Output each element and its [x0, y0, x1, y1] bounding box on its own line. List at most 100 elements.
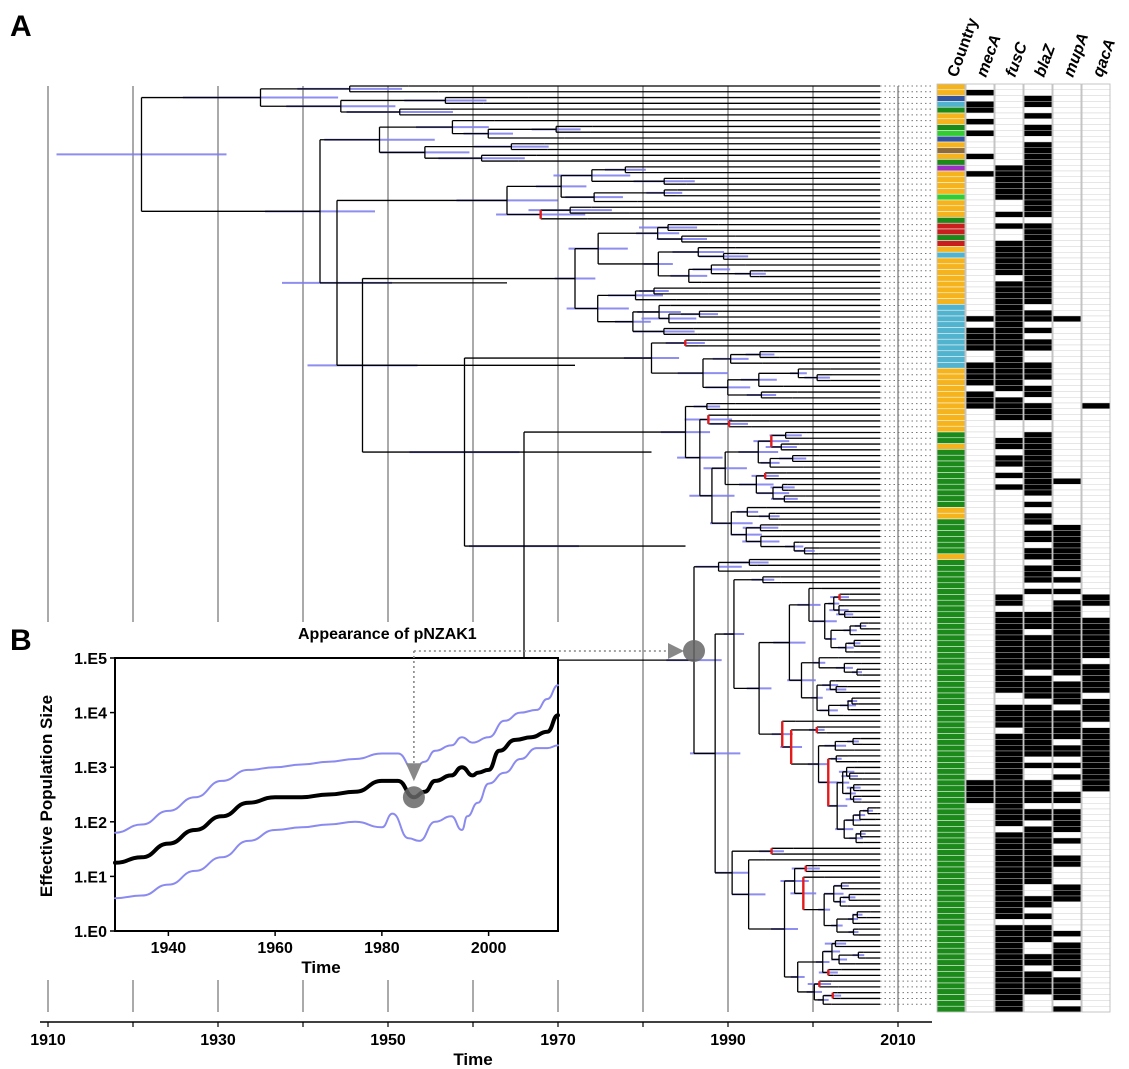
heatmap-cell-qacA	[1081, 141, 1111, 149]
heatmap-cell-mecA	[965, 449, 995, 456]
heatmap-cell-mecA	[965, 861, 995, 868]
heatmap-cell-qacA	[1081, 594, 1111, 601]
heatmap-cell-mecA	[965, 849, 995, 856]
heatmap-cell-fusC	[994, 95, 1024, 102]
heatmap-cell-qacA	[1081, 913, 1111, 920]
heatmap-cell-qacA	[1081, 431, 1111, 439]
heatmap-cell-blaZ	[1023, 756, 1053, 763]
heatmap-cell-country	[936, 489, 966, 497]
heatmap-cell-country	[936, 367, 966, 375]
heatmap-cell-mecA	[965, 193, 995, 201]
heatmap-cell-mecA	[965, 716, 995, 723]
heatmap-cell-qacA	[1081, 379, 1111, 386]
heatmap-cell-fusC	[994, 460, 1024, 468]
heatmap-cell-fusC	[994, 739, 1024, 746]
heatmap-cell-mecA	[965, 866, 995, 874]
heatmap-cell-fusC	[994, 426, 1024, 433]
tree-tick-label: 1970	[540, 1032, 576, 1049]
heatmap-cell-mecA	[965, 217, 995, 224]
heatmap-cell-mupA	[1052, 930, 1082, 937]
heatmap-cell-fusC	[994, 373, 1024, 381]
heatmap-cell-blaZ	[1023, 402, 1053, 410]
heatmap-cell-blaZ	[1023, 814, 1053, 821]
heatmap-cell-country	[936, 507, 966, 514]
heatmap-cell-country	[936, 263, 966, 270]
heatmap-cell-fusC	[994, 663, 1024, 671]
heatmap-cell-fusC	[994, 199, 1024, 207]
heatmap-cell-mupA	[1052, 217, 1082, 224]
heatmap-cell-fusC	[994, 304, 1024, 311]
heatmap-cell-mupA	[1052, 478, 1082, 485]
heatmap-cell-blaZ	[1023, 182, 1053, 189]
heatmap-cell-country	[936, 338, 966, 346]
heatmap-cell-mupA	[1052, 1000, 1082, 1007]
heatmap-cell-mupA	[1052, 356, 1082, 363]
heatmap-cell-qacA	[1081, 269, 1111, 276]
heatmap-cell-mecA	[965, 675, 995, 682]
heatmap-cell-mecA	[965, 547, 995, 555]
heatmap-cell-mecA	[965, 344, 995, 352]
heatmap-cell-fusC	[994, 878, 1024, 885]
heatmap-cell-mecA	[965, 832, 995, 839]
heatmap-cell-mupA	[1052, 948, 1082, 955]
heatmap-cell-mupA	[1052, 774, 1082, 781]
heatmap-cell-fusC	[994, 687, 1024, 694]
heatmap-cell-blaZ	[1023, 333, 1053, 340]
heatmap-cell-country	[936, 164, 966, 172]
inset-marked-point	[402, 786, 425, 809]
heatmap-cell-qacA	[1081, 356, 1111, 363]
heatmap-cell-country	[936, 947, 966, 955]
heatmap-cell-mupA	[1052, 327, 1082, 334]
heatmap-cell-fusC	[994, 182, 1024, 189]
heatmap-cell-qacA	[1081, 368, 1111, 375]
heatmap-cell-qacA	[1081, 948, 1111, 955]
heatmap-cell-country	[936, 791, 966, 798]
heatmap-cell-country	[936, 576, 966, 584]
heatmap-cell-fusC	[994, 605, 1024, 613]
heatmap-cell-fusC	[994, 455, 1024, 462]
heatmap-cell-mupA	[1052, 617, 1082, 624]
heatmap-cell-qacA	[1081, 234, 1111, 241]
heatmap-cell-fusC	[994, 368, 1024, 375]
heatmap-cell-qacA	[1081, 153, 1111, 160]
heatmap-cell-country	[936, 1005, 966, 1013]
heatmap-cell-fusC	[994, 217, 1024, 224]
heatmap-cell-blaZ	[1023, 124, 1053, 131]
heatmap-cell-mupA	[1052, 803, 1082, 810]
heatmap-cell-country	[936, 559, 966, 566]
heatmap-cell-qacA	[1081, 339, 1111, 346]
heatmap-cell-mecA	[965, 663, 995, 671]
heatmap-cell-mecA	[965, 211, 995, 218]
heatmap-cell-fusC	[994, 518, 1024, 526]
heatmap-cell-mecA	[965, 275, 995, 282]
heatmap-cell-mupA	[1052, 698, 1082, 705]
heatmap-cell-mecA	[965, 83, 995, 91]
heatmap-cell-mecA	[965, 658, 995, 665]
heatmap-cell-blaZ	[1023, 460, 1053, 468]
heatmap-cell-fusC	[994, 791, 1024, 798]
heatmap-cell-mupA	[1052, 373, 1082, 381]
heatmap-cell-mupA	[1052, 263, 1082, 270]
heatmap-cell-country	[936, 797, 966, 804]
phylogenetic-tree	[140, 85, 880, 1005]
heatmap-cell-mupA	[1052, 397, 1082, 404]
heatmap-cell-country	[936, 124, 966, 131]
heatmap-cell-mupA	[1052, 866, 1082, 874]
heatmap-cell-mecA	[965, 913, 995, 920]
heatmap-cell-blaZ	[1023, 739, 1053, 746]
heatmap-cell-blaZ	[1023, 518, 1053, 526]
heatmap-cell-mupA	[1052, 414, 1082, 421]
heatmap-cell-blaZ	[1023, 344, 1053, 352]
heatmap-cell-mupA	[1052, 339, 1082, 346]
heatmap-cell-fusC	[994, 617, 1024, 624]
heatmap-cell-qacA	[1081, 257, 1111, 265]
heatmap-cell-mupA	[1052, 750, 1082, 758]
heatmap-cell-mecA	[965, 611, 995, 618]
heatmap-cell-blaZ	[1023, 501, 1053, 508]
heatmap-cell-qacA	[1081, 965, 1111, 972]
heatmap-cell-mupA	[1052, 211, 1082, 218]
heatmap-cell-blaZ	[1023, 397, 1053, 404]
heatmap-cell-fusC	[994, 716, 1024, 723]
heatmap-cell-blaZ	[1023, 489, 1053, 497]
heatmap-cell-fusC	[994, 727, 1024, 734]
